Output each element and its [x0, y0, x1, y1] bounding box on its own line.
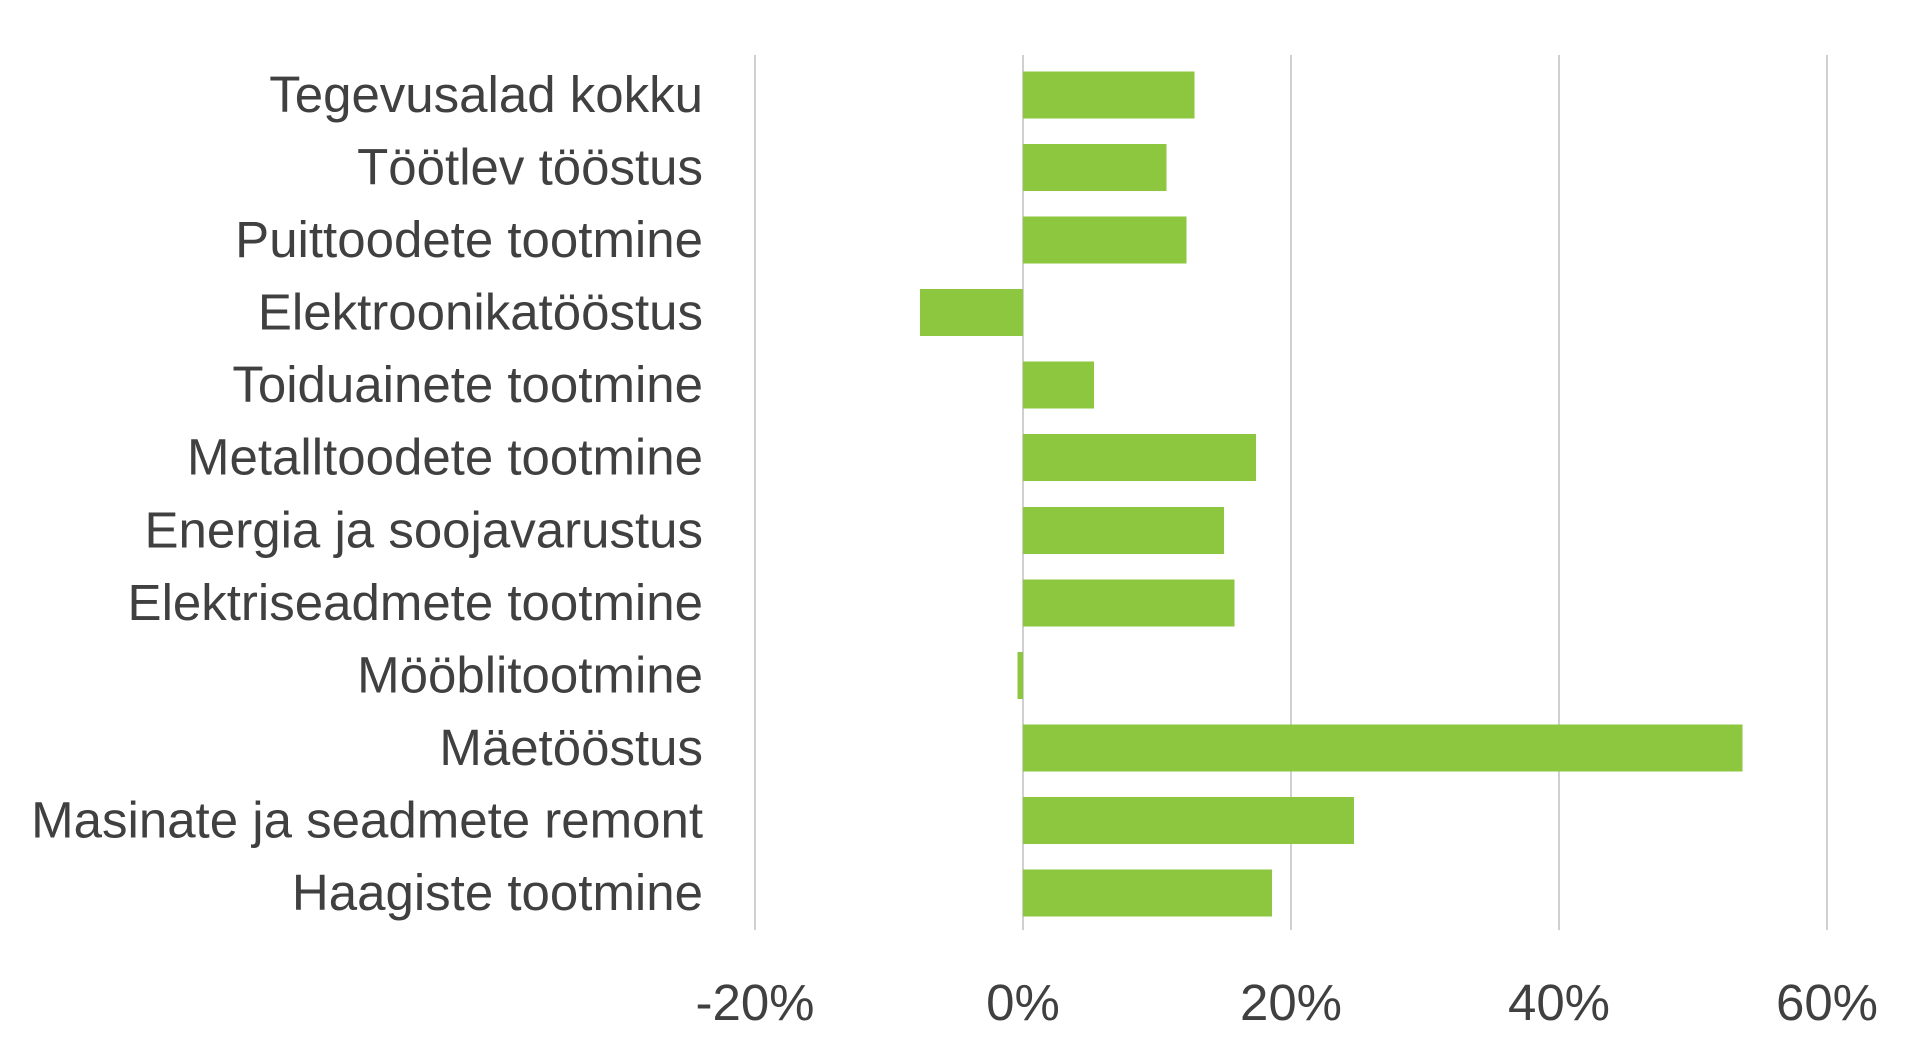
x-tick-label: 60% [1776, 974, 1878, 1031]
category-label: Elektroonikatööstus [258, 284, 703, 341]
bar [1023, 796, 1354, 844]
x-tick-label: 40% [1508, 974, 1610, 1031]
x-tick-label: 20% [1240, 974, 1342, 1031]
bar [1023, 869, 1273, 917]
category-label: Elektriseadmete tootmine [128, 574, 703, 631]
x-tick-label: -20% [695, 974, 814, 1031]
category-label: Tegevusalad kokku [269, 66, 703, 123]
bar [1023, 144, 1167, 192]
bar [1017, 651, 1023, 699]
x-tick-label: 0% [986, 974, 1060, 1031]
bar [919, 289, 1023, 337]
bar [1023, 724, 1743, 772]
category-labels: Tegevusalad kokku Töötlev tööstus Puittood… [31, 66, 703, 921]
category-label: Haagiste tootmine [292, 864, 703, 921]
bar [1023, 361, 1095, 409]
gridlines [754, 55, 1828, 930]
category-label: Mäetööstus [439, 719, 703, 776]
bar [1023, 506, 1224, 554]
bar [1023, 216, 1187, 264]
bar [1023, 434, 1257, 482]
category-label: Energia ja soojavarustus [145, 501, 704, 558]
bar [1023, 579, 1235, 627]
category-label: Metalltoodete tootmine [187, 429, 703, 486]
bars [919, 71, 1743, 917]
x-tick-labels: -20% 0% 20% 40% 60% [695, 974, 1878, 1031]
category-label: Puittoodete tootmine [235, 211, 703, 268]
category-label: Mööblitootmine [357, 646, 703, 703]
category-label: Toiduainete tootmine [232, 356, 703, 413]
category-label: Masinate ja seadmete remont [31, 791, 703, 848]
bar [1023, 71, 1195, 119]
category-label: Töötlev tööstus [357, 139, 703, 196]
